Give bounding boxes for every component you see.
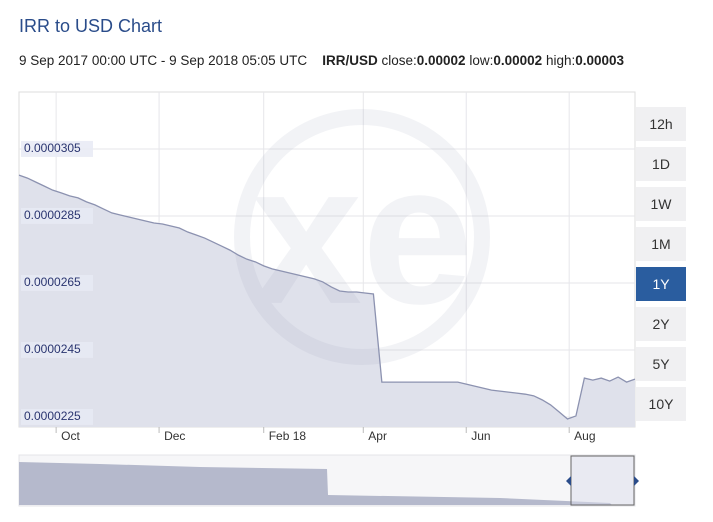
line — [18, 174, 636, 420]
stat-value: 0.00002 — [493, 53, 543, 68]
y-tick-label-bg — [21, 207, 93, 224]
y-tick-label-bg — [21, 274, 93, 291]
y-tick-label: 0.0000245 — [24, 342, 81, 356]
date-range: 9 Sep 2017 00:00 UTC - 9 Sep 2018 05:05 … — [19, 53, 308, 68]
subtitle-line: 9 Sep 2017 00:00 UTC - 9 Sep 2018 05:05 … — [19, 53, 624, 68]
range-button[interactable]: 10Y — [636, 387, 686, 421]
pair: IRR/USD — [322, 53, 378, 68]
watermark: xe — [234, 109, 490, 365]
x-tick-label: Feb 18 — [269, 429, 307, 443]
y-tick-label: 0.0000285 — [24, 208, 81, 222]
y-tick-label-bg — [21, 408, 93, 425]
y-tick-label: 0.0000265 — [24, 275, 81, 289]
range-button[interactable]: 1W — [636, 187, 686, 221]
stat-label: low: — [469, 53, 494, 68]
y-tick-label: 0.0000305 — [24, 141, 81, 155]
x-tick-label: Apr — [368, 429, 387, 443]
x-tick-label: Jun — [471, 429, 490, 443]
navigator-area — [19, 462, 612, 505]
range-button[interactable]: 5Y — [636, 347, 686, 381]
range-button[interactable]: 1Y — [636, 267, 686, 301]
x-tick-label: Oct — [61, 429, 80, 443]
range-button[interactable]: 1D — [636, 147, 686, 181]
range-button[interactable]: 12h — [636, 107, 686, 141]
area-fill — [19, 175, 635, 427]
stats: close:0.00002 low:0.00002 high:0.00003 — [378, 53, 624, 68]
y-tick-label-bg — [21, 341, 93, 358]
y-tick-label: 0.0000225 — [24, 409, 81, 423]
stat-value: 0.00003 — [575, 53, 625, 68]
stat-value: 0.00002 — [416, 53, 466, 68]
x-tick-label: Aug — [574, 429, 595, 443]
range-button[interactable]: 1M — [636, 227, 686, 261]
chart-title: IRR to USD Chart — [19, 16, 163, 36]
y-tick-label-bg — [21, 140, 93, 157]
range-button[interactable]: 2Y — [636, 307, 686, 341]
stat-label: close: — [381, 53, 417, 68]
svg-text:xe: xe — [251, 123, 473, 346]
navigator-selection — [570, 455, 635, 506]
x-tick-label: Dec — [164, 429, 185, 443]
stat-label: high: — [545, 53, 576, 68]
